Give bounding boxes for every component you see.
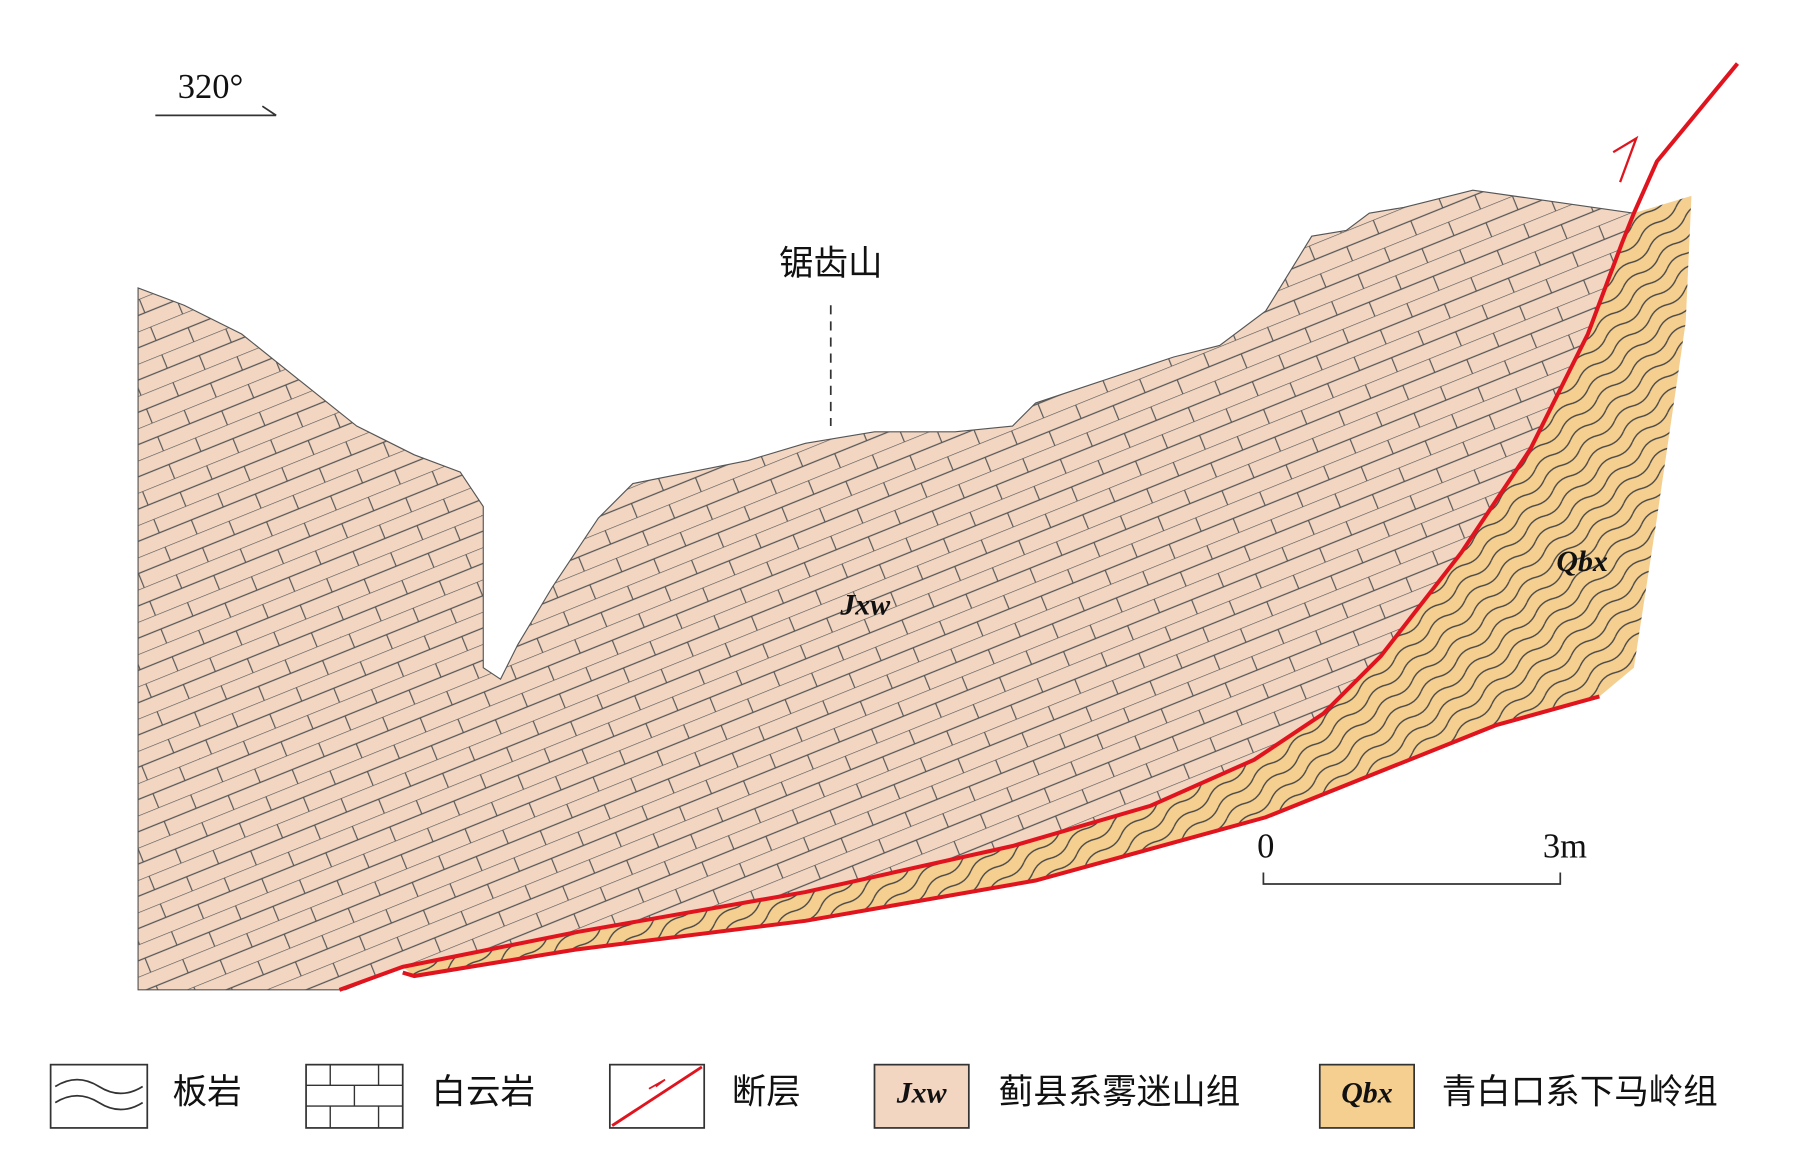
legend-code: Jxw [896, 1077, 948, 1110]
scale-end: 3m [1543, 827, 1587, 865]
fault-arrow [1612, 135, 1639, 183]
main-fault [338, 62, 1740, 992]
lower-fault [402, 694, 1600, 979]
legend-label: 板岩 [173, 1074, 242, 1112]
legend-label: 白云岩 [431, 1074, 534, 1112]
legend-swatch [873, 1063, 970, 1129]
scale-start: 0 [1257, 827, 1274, 865]
slate-symbol [54, 1078, 144, 1111]
legend-code: Qbx [1341, 1077, 1393, 1110]
orientation-tick [261, 105, 277, 117]
fault-symbol-arrow [648, 1078, 666, 1090]
unit-code: Qbx [1556, 545, 1608, 578]
legend-label: 断层 [732, 1074, 801, 1112]
legend-label: 青白口系下马岭组 [1442, 1074, 1718, 1112]
legend-label: 蓟县系雾迷山组 [999, 1074, 1241, 1112]
legend-swatch [1318, 1063, 1416, 1129]
orientation-label: 320° [178, 68, 244, 106]
unit-code: Jxw [839, 589, 891, 622]
dolomite-symbol [306, 1064, 403, 1128]
peak-label: 锯齿山 [779, 245, 883, 283]
legend: 板岩 白云岩 断层 Jxw 蓟县系雾迷山组 Qbx 青白口系下马岭组 [49, 1063, 1718, 1129]
scale-bar [1262, 872, 1562, 885]
fault-symbol [611, 1065, 703, 1127]
legend-swatch [49, 1063, 149, 1129]
